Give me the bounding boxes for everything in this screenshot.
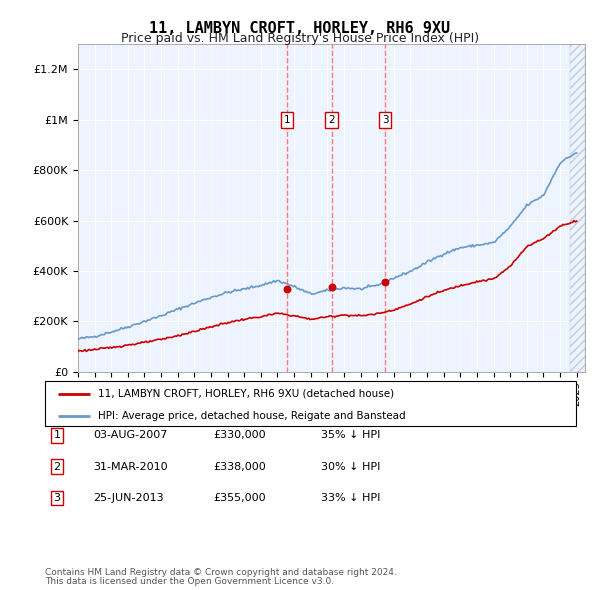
Text: 25-JUN-2013: 25-JUN-2013 [93,493,164,503]
Text: 11, LAMBYN CROFT, HORLEY, RH6 9XU (detached house): 11, LAMBYN CROFT, HORLEY, RH6 9XU (detac… [98,389,394,399]
Text: £355,000: £355,000 [213,493,266,503]
Text: 30% ↓ HPI: 30% ↓ HPI [321,462,380,471]
Text: £338,000: £338,000 [213,462,266,471]
Text: 35% ↓ HPI: 35% ↓ HPI [321,431,380,440]
Point [283,284,292,293]
Text: Price paid vs. HM Land Registry's House Price Index (HPI): Price paid vs. HM Land Registry's House … [121,32,479,45]
Text: 1: 1 [53,431,61,440]
Point [326,282,336,291]
Text: Contains HM Land Registry data © Crown copyright and database right 2024.: Contains HM Land Registry data © Crown c… [45,568,397,577]
Text: 3: 3 [53,493,61,503]
Text: HPI: Average price, detached house, Reigate and Banstead: HPI: Average price, detached house, Reig… [98,411,406,421]
Text: 2: 2 [328,115,335,125]
Text: This data is licensed under the Open Government Licence v3.0.: This data is licensed under the Open Gov… [45,578,334,586]
Point [380,277,390,287]
Text: 11, LAMBYN CROFT, HORLEY, RH6 9XU: 11, LAMBYN CROFT, HORLEY, RH6 9XU [149,21,451,35]
Text: 3: 3 [382,115,389,125]
Text: 2: 2 [53,462,61,471]
Text: 31-MAR-2010: 31-MAR-2010 [93,462,167,471]
Text: 33% ↓ HPI: 33% ↓ HPI [321,493,380,503]
Text: £330,000: £330,000 [213,431,266,440]
Text: 03-AUG-2007: 03-AUG-2007 [93,431,167,440]
Text: 1: 1 [284,115,290,125]
FancyBboxPatch shape [45,381,576,426]
